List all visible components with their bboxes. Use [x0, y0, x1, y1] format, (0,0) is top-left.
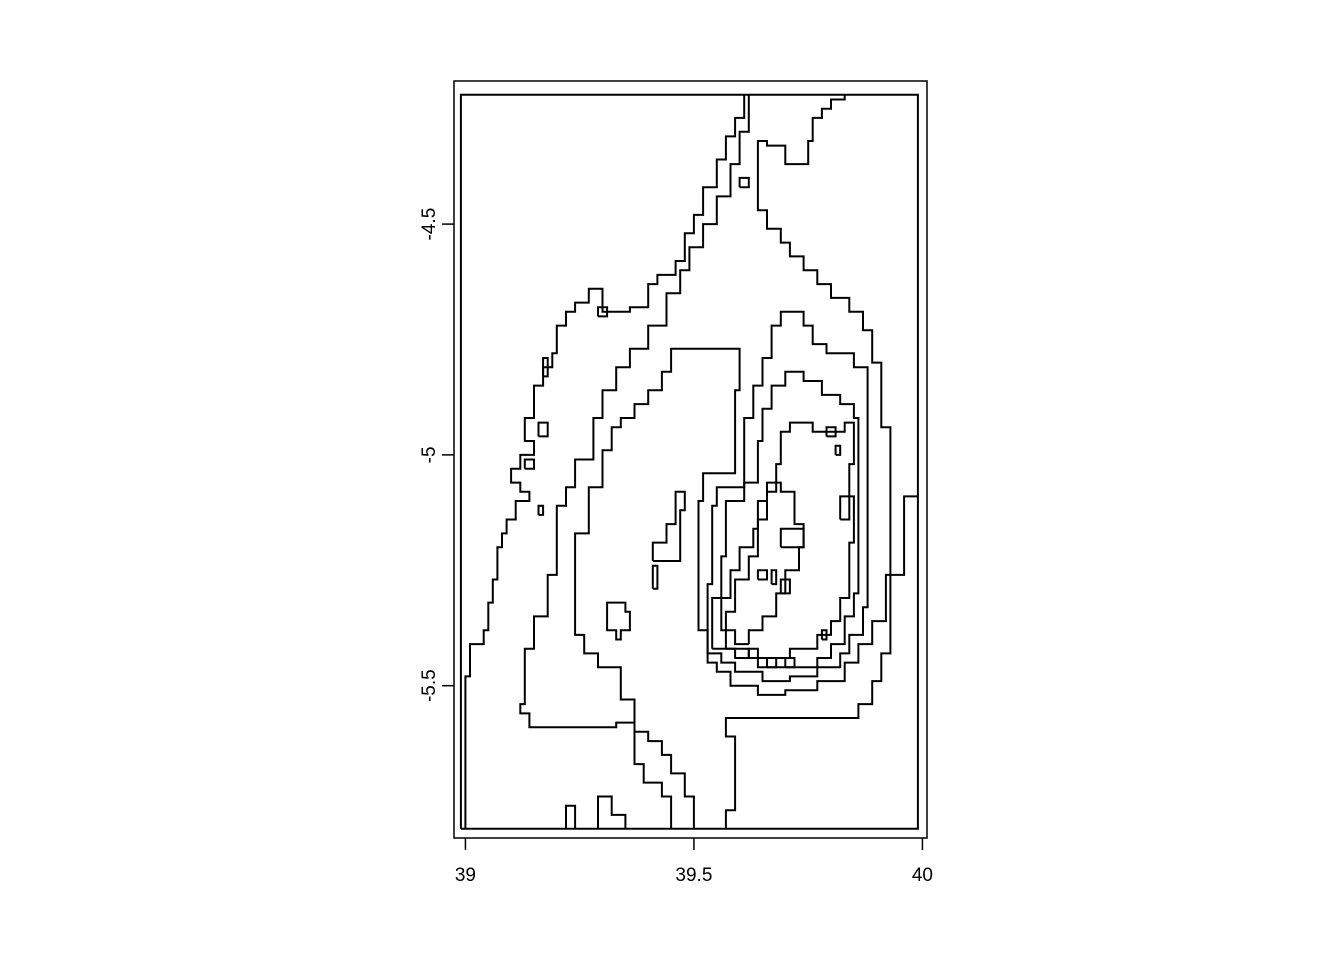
- plot-frame: [453, 80, 928, 839]
- contour-lines: [459, 93, 919, 830]
- contour-line: [834, 444, 842, 456]
- contour-line: [651, 490, 686, 562]
- x-tick-label: 39.5: [675, 865, 712, 886]
- contour-line: [820, 629, 828, 641]
- contour-line: [459, 93, 919, 830]
- contour-line: [542, 357, 549, 378]
- contour-line: [770, 569, 778, 586]
- contour-line: [574, 347, 918, 829]
- y-axis: -4.5 -5 -5.5: [419, 208, 454, 702]
- contour-line: [565, 804, 577, 829]
- contour-line: [464, 94, 746, 829]
- contour-line: [706, 310, 869, 683]
- x-tick-label: 39: [455, 865, 476, 886]
- contour-line: [651, 564, 659, 590]
- contour-line: [720, 481, 805, 646]
- contour-line: [825, 426, 837, 438]
- contour-line: [738, 176, 750, 189]
- contour-line: [519, 94, 750, 829]
- contour-line: [537, 504, 545, 516]
- contour-line: [839, 495, 851, 521]
- y-tick-label: -5: [419, 446, 440, 463]
- contour-line: [606, 601, 631, 641]
- y-tick-label: -4.5: [419, 208, 440, 241]
- contour-line: [779, 578, 791, 595]
- x-tick-label: 40: [912, 865, 933, 886]
- y-tick-label: -5.5: [419, 669, 440, 702]
- contour-line: [779, 527, 805, 549]
- contour-line: [766, 657, 778, 669]
- contour-line: [784, 657, 796, 669]
- contour-line: [523, 458, 535, 470]
- contour-line: [537, 421, 549, 438]
- contour-line: [597, 795, 627, 829]
- x-axis: 39 39.5 40: [455, 838, 933, 886]
- contour-line: [711, 370, 860, 669]
- contour-line: [756, 569, 768, 581]
- contour-line: [747, 647, 759, 659]
- contour-line: [597, 306, 609, 318]
- contour-line: [724, 94, 892, 829]
